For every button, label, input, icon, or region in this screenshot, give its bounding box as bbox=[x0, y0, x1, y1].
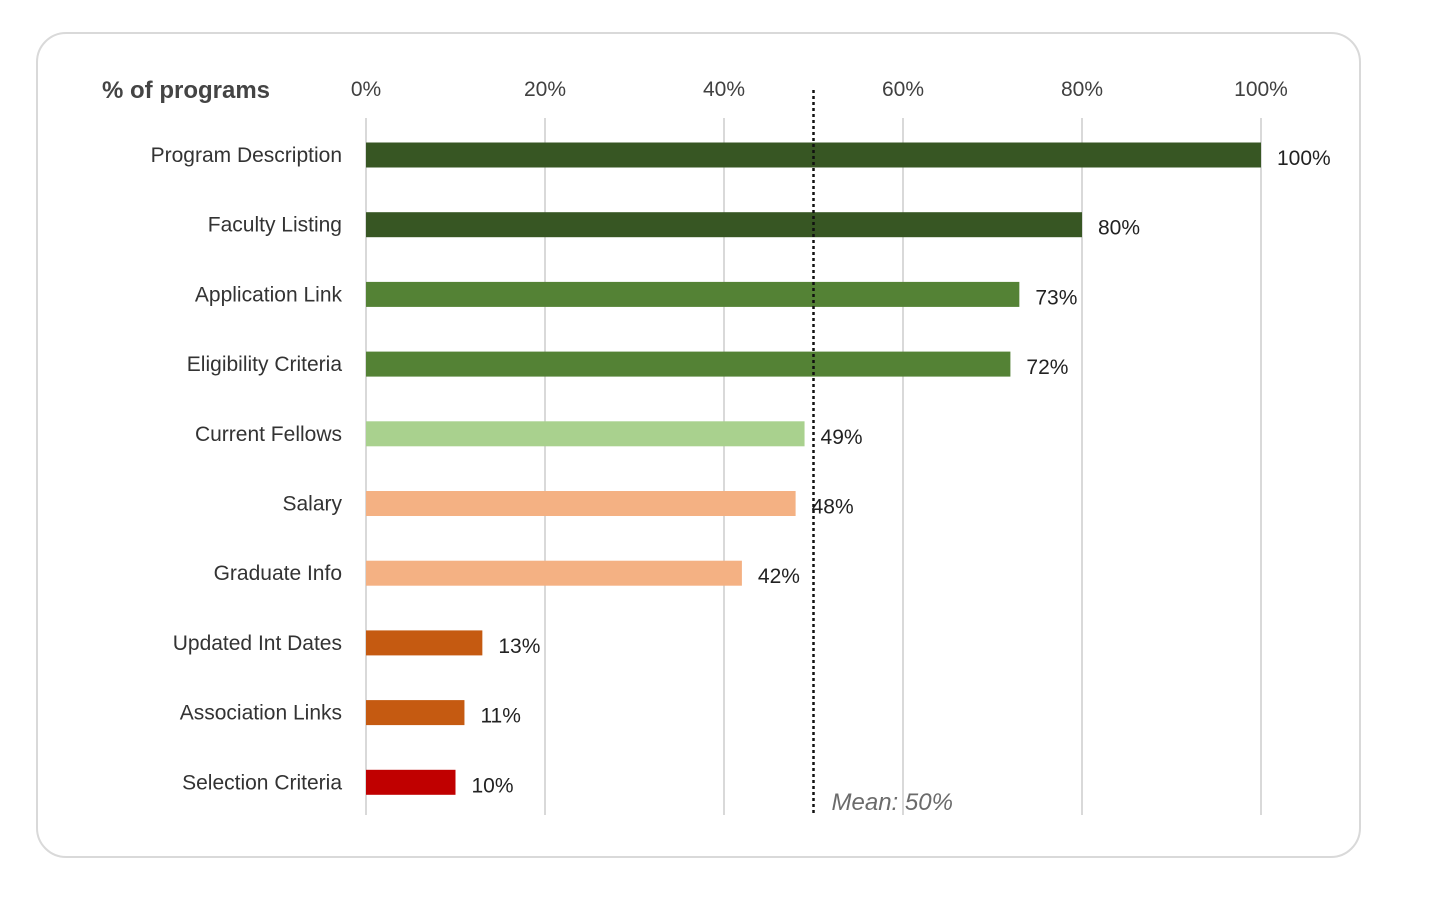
x-tick-label: 60% bbox=[882, 78, 924, 101]
category-label: Current Fellows bbox=[195, 423, 342, 446]
x-tick-label: 40% bbox=[703, 78, 745, 101]
data-label: 42% bbox=[758, 565, 800, 588]
bar bbox=[366, 560, 742, 586]
category-label: Eligibility Criteria bbox=[187, 353, 343, 376]
bar bbox=[366, 630, 483, 656]
data-label: 73% bbox=[1035, 286, 1077, 309]
data-label: 80% bbox=[1098, 217, 1140, 240]
data-label: 10% bbox=[472, 774, 514, 797]
category-label: Program Description bbox=[151, 144, 342, 167]
data-label: 48% bbox=[812, 496, 854, 519]
chart-title: % of programs bbox=[102, 77, 270, 104]
x-tick-label: 80% bbox=[1061, 78, 1103, 101]
x-tick-label: 100% bbox=[1234, 78, 1288, 101]
category-label: Association Links bbox=[180, 702, 342, 725]
category-label: Salary bbox=[282, 493, 342, 516]
bar bbox=[366, 491, 796, 516]
category-label: Graduate Info bbox=[214, 562, 342, 585]
bar bbox=[366, 281, 1020, 307]
bar bbox=[366, 700, 465, 726]
category-label: Faculty Listing bbox=[208, 214, 342, 237]
data-label: 100% bbox=[1277, 147, 1331, 170]
data-label: 13% bbox=[498, 635, 540, 658]
bar bbox=[366, 212, 1082, 238]
mean-label: Mean: 50% bbox=[832, 789, 953, 816]
category-label: Selection Criteria bbox=[182, 771, 342, 794]
category-label: Updated Int Dates bbox=[173, 632, 342, 655]
data-label: 49% bbox=[821, 426, 863, 449]
bar bbox=[366, 769, 456, 795]
data-label: 72% bbox=[1026, 356, 1068, 379]
x-tick-label: 20% bbox=[524, 78, 566, 101]
data-label: 11% bbox=[480, 705, 520, 728]
bar bbox=[366, 351, 1011, 377]
x-tick-label: 0% bbox=[351, 78, 381, 101]
bar bbox=[366, 421, 805, 447]
category-label: Application Link bbox=[195, 283, 343, 306]
